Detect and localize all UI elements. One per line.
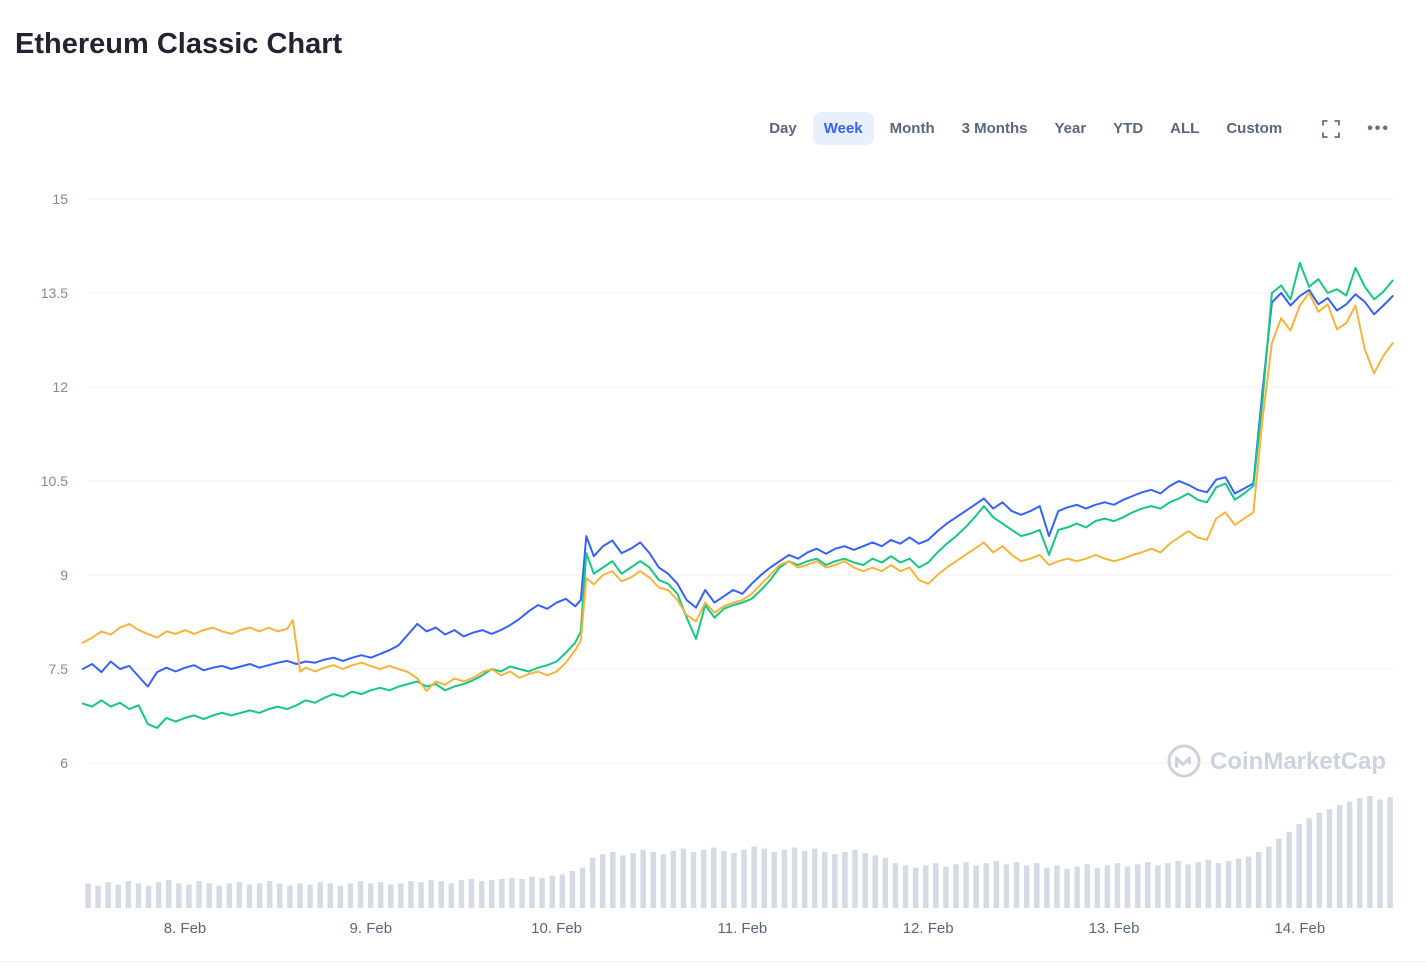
watermark-text: CoinMarketCap (1210, 748, 1386, 775)
svg-text:11. Feb: 11. Feb (718, 920, 768, 937)
page-title: Ethereum Classic Chart (15, 28, 343, 60)
svg-text:14. Feb: 14. Feb (1274, 920, 1325, 937)
fullscreen-icon (1322, 119, 1341, 138)
svg-text:9. Feb: 9. Feb (350, 920, 393, 937)
volume-bars (85, 796, 1393, 908)
range-button-week[interactable]: Week (812, 112, 874, 145)
blue-line (81, 288, 1394, 688)
range-button-all[interactable]: ALL (1159, 112, 1210, 145)
svg-text:13.5: 13.5 (41, 285, 68, 301)
svg-text:10.5: 10.5 (41, 473, 68, 489)
yellow-line (81, 292, 1394, 692)
green-line (81, 261, 1394, 729)
y-axis-labels: 15 13.5 12 10.5 9 7.5 6 (41, 191, 68, 771)
svg-text:15: 15 (52, 191, 68, 207)
svg-text:9: 9 (60, 567, 68, 583)
svg-text:12: 12 (52, 379, 68, 395)
svg-text:7.5: 7.5 (49, 661, 69, 677)
svg-text:6: 6 (60, 755, 68, 771)
range-button-ytd[interactable]: YTD (1102, 112, 1154, 145)
range-button-3-months[interactable]: 3 Months (951, 112, 1039, 145)
coinmarketcap-watermark: CoinMarketCap (1167, 744, 1386, 778)
range-button-month[interactable]: Month (879, 112, 946, 145)
fullscreen-button[interactable] (1315, 113, 1347, 145)
coinmarketcap-logo (1175, 756, 1191, 768)
gridlines (88, 198, 1393, 764)
more-options-button[interactable]: ••• (1361, 114, 1396, 144)
svg-text:13. Feb: 13. Feb (1089, 920, 1140, 937)
svg-text:10. Feb: 10. Feb (531, 920, 582, 937)
x-axis-labels: 8. Feb 9. Feb 10. Feb 11. Feb 12. Feb 13. Feb… (164, 920, 1326, 937)
range-button-year[interactable]: Year (1043, 112, 1097, 145)
svg-text:12. Feb: 12. Feb (903, 920, 954, 937)
svg-text:8. Feb: 8. Feb (164, 920, 207, 937)
time-range-selector: Day Week Month 3 Months Year YTD ALL Custom (758, 112, 1293, 145)
chart-toolbar: Day Week Month 3 Months Year YTD ALL Custom ••• (758, 112, 1396, 145)
range-button-day[interactable]: Day (758, 112, 808, 145)
range-button-custom[interactable]: Custom (1215, 112, 1293, 145)
more-icon: ••• (1367, 119, 1390, 137)
